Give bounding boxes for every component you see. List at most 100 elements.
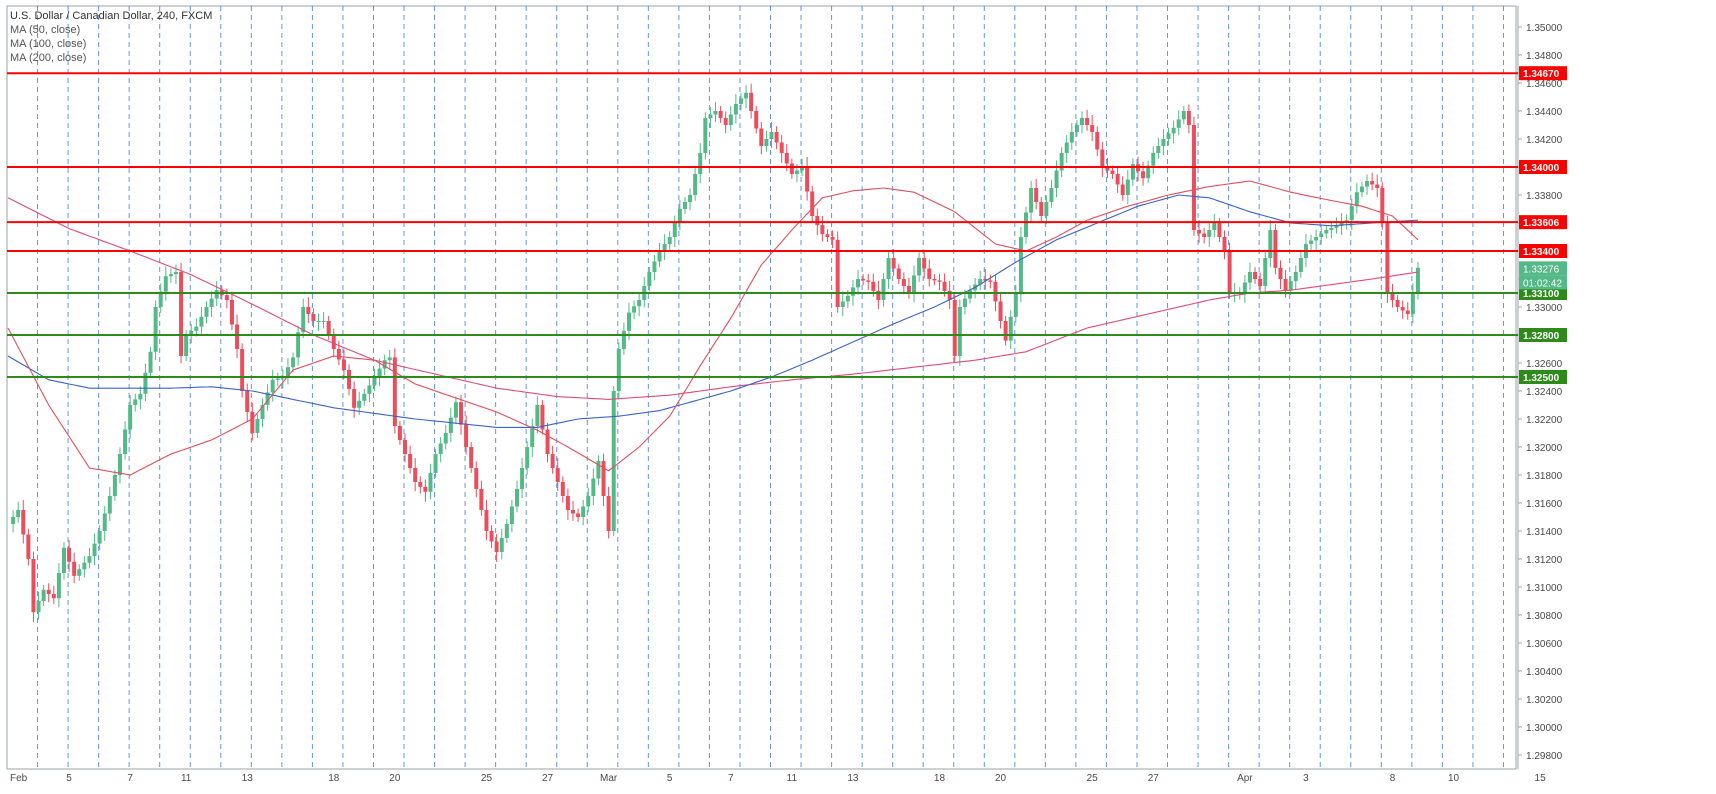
candle-body <box>988 280 993 282</box>
candle <box>560 476 565 503</box>
candle <box>1120 176 1125 201</box>
candle-body <box>917 258 922 276</box>
candle <box>830 230 835 249</box>
candle <box>484 500 489 541</box>
candle <box>438 436 443 463</box>
candle-body <box>805 167 810 192</box>
candle-body <box>107 496 112 514</box>
price-tick-label: 1.30800 <box>1526 611 1563 622</box>
time-tick-label: 18 <box>934 773 946 784</box>
candle-body <box>606 496 611 531</box>
candle-body <box>1191 125 1196 230</box>
candle-body <box>759 128 764 146</box>
candle-body <box>1288 281 1293 291</box>
candle <box>978 270 983 291</box>
candle-body <box>494 541 499 552</box>
candle-body <box>56 573 61 599</box>
candle-body <box>662 244 667 251</box>
candle <box>21 500 26 544</box>
candle-body <box>1375 184 1380 188</box>
candle <box>616 342 621 400</box>
candle <box>1130 158 1135 187</box>
candle <box>494 534 499 562</box>
candle <box>336 340 341 366</box>
candle-body <box>117 454 122 475</box>
candle-body <box>1054 170 1059 188</box>
candle-body <box>693 174 698 195</box>
candle-body <box>1151 153 1156 166</box>
candle <box>428 463 433 500</box>
candle <box>759 121 764 155</box>
candle <box>708 107 713 128</box>
candle-body <box>957 307 962 356</box>
candle <box>861 274 866 286</box>
candle-body <box>423 486 428 492</box>
candle <box>82 556 87 578</box>
candle-body <box>993 281 998 302</box>
candle <box>163 266 168 301</box>
candle-body <box>255 419 260 433</box>
candle-body <box>265 392 270 405</box>
candle-body <box>204 307 209 317</box>
candle <box>1186 104 1191 134</box>
candle-body <box>601 461 606 496</box>
candle-body <box>499 538 504 552</box>
candle-body <box>1324 230 1329 234</box>
candle-body <box>749 92 754 111</box>
candle <box>927 259 932 287</box>
candle-body <box>311 314 316 321</box>
candle <box>392 348 397 434</box>
candle-body <box>250 412 255 433</box>
candle <box>209 291 214 317</box>
candle <box>1375 174 1380 198</box>
candle-body <box>591 478 596 496</box>
candle-body <box>87 556 92 563</box>
candle-body <box>92 543 97 557</box>
candle <box>1212 213 1217 238</box>
price-tick-label: 1.33800 <box>1526 191 1563 202</box>
candle-body <box>260 405 265 419</box>
candle-body <box>133 399 138 405</box>
candle-body <box>667 237 672 244</box>
candle-body <box>1410 293 1415 314</box>
candle <box>372 368 377 392</box>
time-tick-label: 8 <box>1390 773 1396 784</box>
candle <box>744 85 749 109</box>
candle-body <box>1207 230 1212 237</box>
candle <box>1319 224 1324 245</box>
candle <box>235 314 240 359</box>
candle-body <box>1171 127 1176 134</box>
candle-body <box>947 290 952 300</box>
candle-body <box>484 510 489 531</box>
candle-body <box>744 92 749 99</box>
candle-body <box>937 280 942 282</box>
candle-body <box>1079 118 1084 125</box>
candle-body <box>800 167 805 171</box>
candle <box>576 508 581 522</box>
candle <box>1202 227 1207 244</box>
candle-body <box>550 454 555 468</box>
candle-body <box>998 301 1003 321</box>
candle-body <box>1359 186 1364 193</box>
candle <box>896 263 901 284</box>
time-tick-label: 27 <box>1148 773 1160 784</box>
candle-body <box>285 367 290 377</box>
candle-body <box>1197 230 1202 234</box>
time-tick-label: 15 <box>1535 773 1547 784</box>
candle <box>77 564 82 581</box>
candle <box>423 479 428 502</box>
candle <box>1354 183 1359 214</box>
legend-ma50: MA (50, close) <box>10 24 81 36</box>
candle <box>168 268 173 283</box>
level-label: 1.34000 <box>1523 163 1560 174</box>
candle <box>769 122 774 149</box>
candle-body <box>835 239 840 307</box>
level-label-bg <box>1519 66 1567 81</box>
candle <box>387 349 392 371</box>
candle-body <box>1242 282 1247 293</box>
candle-body <box>881 279 886 300</box>
candle <box>448 407 453 443</box>
candle-body <box>479 489 484 510</box>
candle <box>443 424 448 450</box>
